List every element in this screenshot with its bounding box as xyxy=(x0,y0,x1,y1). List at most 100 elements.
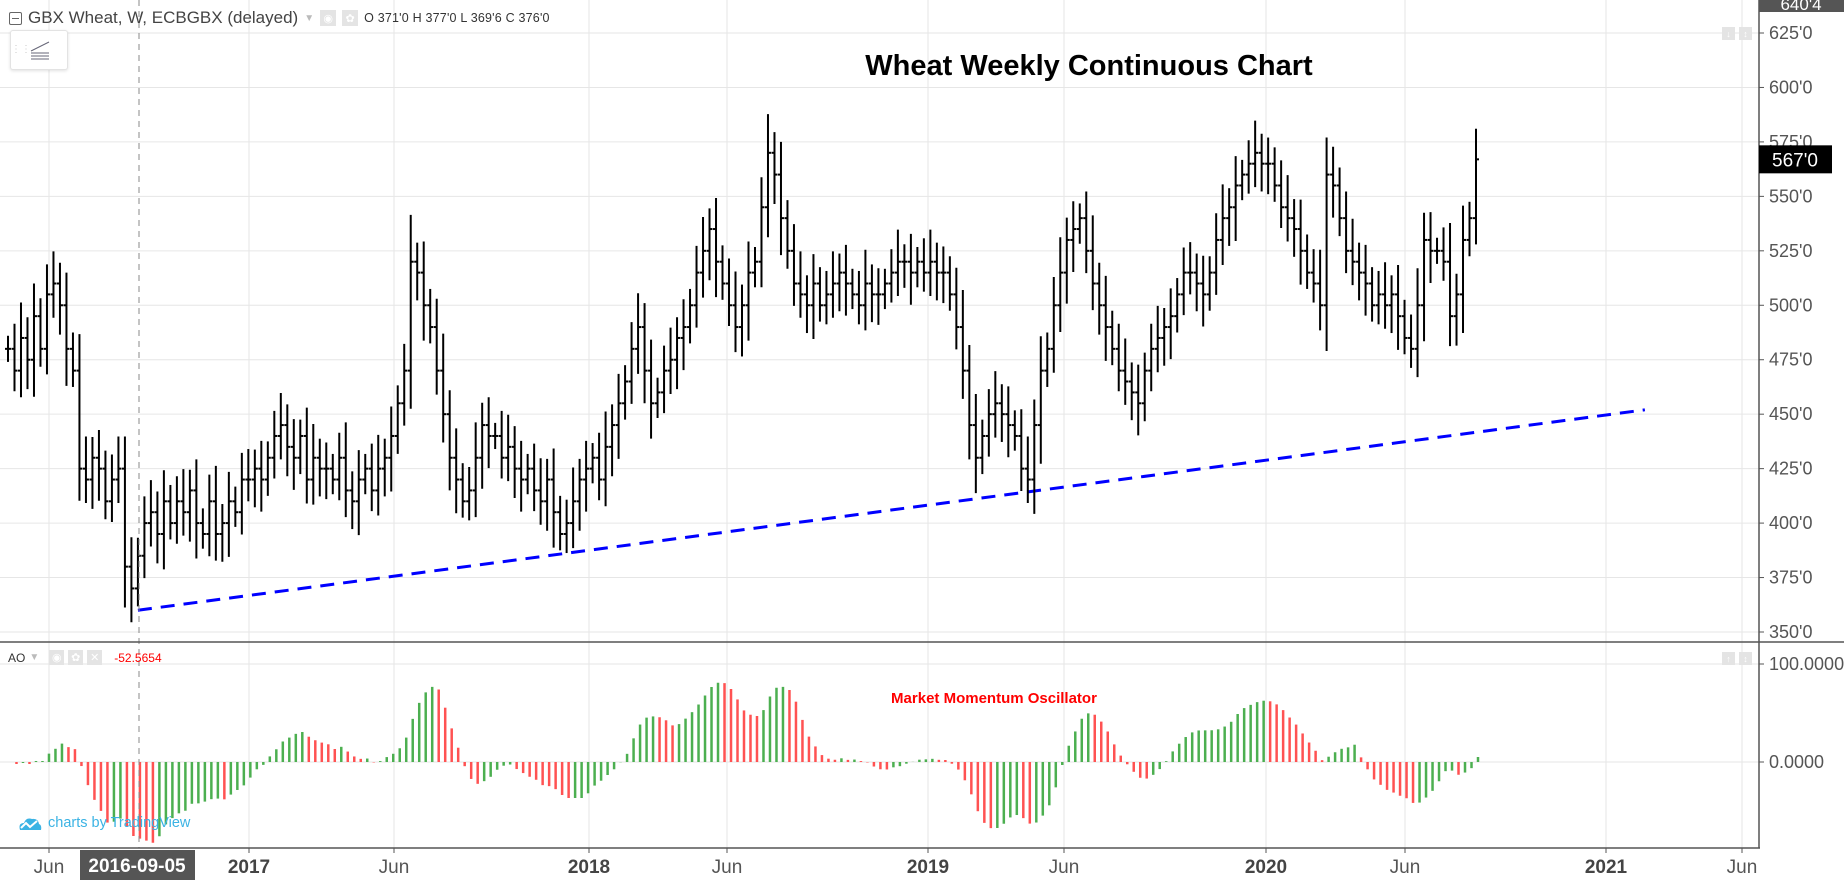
price-bar xyxy=(238,452,245,535)
price-bar xyxy=(1063,217,1070,304)
price-bar xyxy=(570,467,577,549)
price-bar xyxy=(180,469,187,536)
price-label: 550'0 xyxy=(1769,186,1812,206)
price-bar xyxy=(992,371,999,438)
price-bar xyxy=(1011,410,1018,451)
ao-axis[interactable]: 100.0000 0.0000 xyxy=(1759,654,1844,772)
price-bar xyxy=(563,499,570,554)
price-bar xyxy=(700,217,707,298)
price-bar xyxy=(63,272,70,386)
eye-icon[interactable]: ◉ xyxy=(49,650,65,665)
expand-vertical-icon[interactable]: ↕ xyxy=(1739,652,1752,665)
price-bar xyxy=(972,394,979,494)
price-label: 500'0 xyxy=(1769,295,1812,315)
price-bar xyxy=(654,377,661,418)
chevron-down-icon[interactable]: ▼ xyxy=(29,652,40,663)
price-bar xyxy=(693,245,700,328)
price-bar xyxy=(1278,160,1285,228)
crosshair-date-tag xyxy=(80,850,195,880)
time-label: Jun xyxy=(379,857,410,878)
price-bar xyxy=(719,245,726,300)
price-bar xyxy=(264,441,271,496)
arrow-down-icon[interactable]: ↓ xyxy=(1722,27,1735,40)
price-label: 525'0 xyxy=(1769,241,1812,261)
price-bar xyxy=(1369,267,1376,322)
drawing-toolbar[interactable]: ⋮⋮ xyxy=(10,30,68,70)
price-bar xyxy=(1421,212,1428,342)
price-bar xyxy=(329,453,336,495)
price-bar xyxy=(160,470,167,570)
price-bar xyxy=(277,392,284,460)
price-bar xyxy=(797,251,804,318)
price-bar xyxy=(1096,262,1103,335)
price-bar xyxy=(849,268,856,310)
price-bar xyxy=(1317,249,1324,331)
collapse-legend-icon[interactable] xyxy=(9,11,22,25)
price-bar xyxy=(1206,256,1213,311)
price-bar xyxy=(927,229,934,297)
fib-retracement-icon[interactable] xyxy=(25,35,55,65)
price-bar xyxy=(1187,242,1194,295)
price-bar xyxy=(1434,237,1441,264)
crosshair-date-label: 2016-09-05 xyxy=(88,856,186,877)
eye-icon[interactable]: ◉ xyxy=(320,10,337,26)
price-bar xyxy=(979,419,986,475)
trendline[interactable] xyxy=(137,408,1646,612)
price-bar xyxy=(284,404,291,477)
price-bar xyxy=(1161,307,1168,366)
price-bar xyxy=(855,270,862,325)
price-bar xyxy=(836,253,843,312)
price-bar xyxy=(901,244,908,288)
expand-vertical-icon[interactable]: ↕ xyxy=(1739,27,1752,40)
gear-icon[interactable]: ✿ xyxy=(342,10,359,26)
price-bar xyxy=(946,256,953,311)
price-bar xyxy=(43,264,50,375)
ao-value: -52.5654 xyxy=(114,650,162,665)
price-bar xyxy=(414,242,421,301)
price-bar xyxy=(635,293,642,374)
price-bar xyxy=(615,373,622,459)
oscillator-title: Market Momentum Oscillator xyxy=(891,690,1097,707)
arrow-up-icon[interactable]: ↑ xyxy=(1722,652,1735,665)
price-bar xyxy=(862,249,869,331)
price-bar xyxy=(95,429,102,501)
drag-handle-icon[interactable]: ⋮⋮ xyxy=(11,44,31,55)
gear-icon[interactable]: ✿ xyxy=(68,650,84,665)
symbol-legend: GBX Wheat, W, ECBGBX (delayed) ▼ ◉ ✿ O 3… xyxy=(9,8,550,28)
price-bar xyxy=(115,436,122,503)
chevron-down-icon[interactable]: ▼ xyxy=(304,12,315,24)
ao-legend: AO ▼ ◉ ✿ ✕ -52.5654 xyxy=(8,650,162,665)
symbol-title[interactable]: GBX Wheat, W, ECBGBX (delayed) xyxy=(28,8,299,27)
price-bar xyxy=(1343,191,1350,274)
price-bar xyxy=(11,323,18,392)
price-axis[interactable]: 625'0600'0575'0550'0525'0500'0475'0450'0… xyxy=(1759,23,1812,642)
price-bar xyxy=(30,283,37,397)
price-bar xyxy=(1024,436,1031,503)
price-bar xyxy=(1304,234,1311,289)
price-bar xyxy=(108,454,115,523)
price-bar xyxy=(1135,364,1142,436)
price-bar xyxy=(1310,249,1317,303)
price-bar xyxy=(940,246,947,304)
time-axis[interactable]: Jun 2017 Jun 2018 Jun 2019 Jun 2020 Jun 2021 Jun xyxy=(34,848,1758,878)
price-bar xyxy=(505,414,512,482)
price-bar xyxy=(1076,203,1083,244)
tradingview-branding[interactable]: charts by TradingView xyxy=(18,815,190,831)
support-trendline[interactable] xyxy=(137,408,1646,612)
price-bar xyxy=(206,474,213,557)
time-label: Jun xyxy=(34,857,65,878)
price-bar xyxy=(907,233,914,305)
chart-title: Wheat Weekly Continuous Chart xyxy=(865,50,1313,82)
price-bar xyxy=(433,298,440,395)
price-bar xyxy=(193,459,200,559)
price-bar xyxy=(661,345,668,414)
close-icon[interactable]: ✕ xyxy=(87,650,103,665)
price-bar xyxy=(537,458,544,525)
ao-name[interactable]: AO xyxy=(8,650,26,665)
price-bar xyxy=(427,288,434,344)
price-label: 475'0 xyxy=(1769,350,1812,370)
price-bar xyxy=(199,508,206,549)
price-bar xyxy=(609,404,616,477)
price-bar xyxy=(674,317,681,390)
